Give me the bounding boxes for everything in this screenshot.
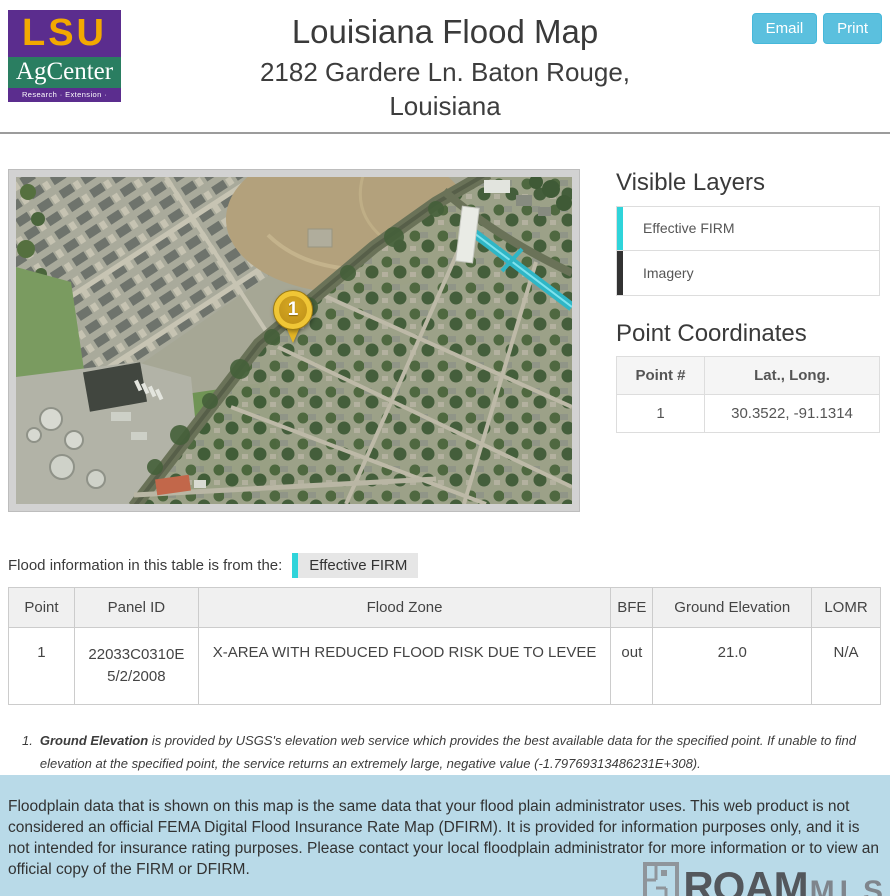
print-button[interactable]: Print	[823, 13, 882, 44]
point-coordinates-table: Point # Lat., Long. 1 30.3522, -91.1314	[616, 356, 880, 434]
mls-wordmark: MLS	[809, 875, 888, 896]
page-title: Louisiana Flood Map	[291, 13, 599, 50]
roam-mls-watermark: ROAM MLS	[643, 861, 888, 896]
footnote-term: Ground Elevation	[39, 732, 149, 748]
header-buttons: Email Print	[751, 13, 882, 44]
visible-layers-title: Visible Layers	[616, 169, 765, 196]
flood-map[interactable]: 1	[8, 169, 580, 512]
logo-tagline: Research · Extension · Teaching	[8, 88, 121, 113]
disclaimer-text: Floodplain data that is shown on this ma…	[8, 798, 880, 879]
sidebar: Visible Layers Effective FIRM Imagery Po…	[616, 169, 880, 512]
coords-row: 1 30.3522, -91.1314	[616, 394, 880, 434]
flood-table-row: 1 22033C0310E 5/2/2008 X-AREA WITH REDUC…	[8, 627, 881, 705]
footnote-number: 1.	[22, 732, 33, 748]
panel-id-date: 5/2/2008	[107, 667, 166, 685]
flood-source-badge: Effective FIRM	[292, 553, 419, 578]
layer-color-swatch-effective-firm	[617, 206, 623, 250]
coords-header-point: Point #	[616, 356, 705, 396]
logo-agcenter-text: AgCenter	[8, 57, 121, 88]
ground-elevation-footnote: 1. Ground Elevation is provided by USGS'…	[22, 729, 866, 776]
satellite-imagery[interactable]	[16, 177, 572, 504]
subtitle-line-2: Louisiana	[389, 90, 501, 121]
coords-point-number: 1	[616, 394, 705, 434]
footnote-text: Ground Elevation is provided by USGS's e…	[40, 729, 866, 776]
flood-header-flood-zone: Flood Zone	[197, 587, 612, 628]
badge-label: Effective FIRM	[298, 553, 419, 578]
layer-color-swatch-imagery	[617, 250, 623, 295]
logo-lsu-text: LSU	[8, 10, 121, 57]
flood-panel-id: 22033C0310E 5/2/2008	[73, 627, 199, 705]
map-marker[interactable]: 1	[273, 290, 313, 330]
email-button[interactable]: Email	[751, 13, 818, 44]
flood-zone: X-AREA WITH REDUCED FLOOD RISK DUE TO LE…	[197, 627, 612, 705]
roam-wordmark: ROAM	[683, 863, 808, 896]
flood-ground-elevation: 21.0	[652, 627, 813, 705]
point-coordinates-title: Point Coordinates	[616, 319, 807, 347]
disclaimer-footer: Floodplain data that is shown on this ma…	[0, 775, 890, 896]
flood-header-bfe: BFE	[610, 587, 654, 628]
flood-information-table: Point Panel ID Flood Zone BFE Ground Ele…	[8, 587, 881, 705]
flood-header-point: Point	[8, 587, 75, 628]
flood-header-panel-id: Panel ID	[73, 587, 199, 628]
coords-latlong-value: 30.3522, -91.1314	[704, 394, 880, 434]
lsu-agcenter-logo[interactable]: LSU AgCenter Research · Extension · Teac…	[8, 10, 121, 113]
flood-header-lomr: LOMR	[811, 587, 881, 628]
flood-lomr: N/A	[811, 627, 881, 705]
flood-header-ground-elevation: Ground Elevation	[652, 587, 813, 628]
flood-source-line: Flood information in this table is from …	[8, 553, 882, 578]
roam-map-icon	[643, 862, 680, 896]
layer-item-imagery[interactable]: Imagery	[617, 250, 879, 295]
subtitle-line-1: 2182 Gardere Ln. Baton Rouge,	[259, 57, 631, 88]
panel-id-number: 22033C0310E	[88, 646, 185, 663]
flood-point: 1	[8, 627, 75, 705]
layer-label: Effective FIRM	[643, 220, 735, 237]
flood-bfe: out	[610, 627, 654, 705]
map-marker-label: 1	[279, 296, 307, 324]
map-marker-tail	[286, 327, 300, 343]
page-subtitle: 2182 Gardere Ln. Baton Rouge, Louisiana	[165, 56, 725, 123]
layers-list: Effective FIRM Imagery	[616, 205, 880, 296]
badge-accent-bar	[292, 553, 299, 578]
layer-label: Imagery	[643, 264, 694, 281]
coords-header-latlong: Lat., Long.	[704, 356, 880, 396]
main-content: 1 Visible Layers Effective FIRM Imagery …	[0, 169, 890, 512]
page-header: LSU AgCenter Research · Extension · Teac…	[0, 0, 890, 134]
flood-source-label: Flood information in this table is from …	[8, 557, 283, 574]
footnote-body: is provided by USGS's elevation web serv…	[39, 732, 856, 771]
layer-item-effective-firm[interactable]: Effective FIRM	[617, 206, 879, 251]
